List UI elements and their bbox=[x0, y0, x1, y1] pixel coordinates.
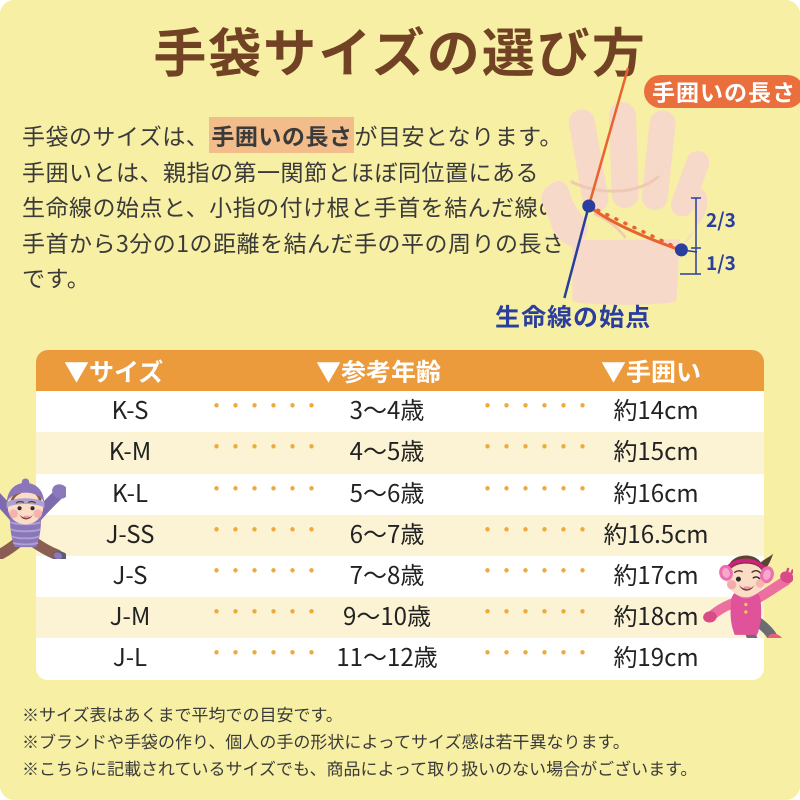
svg-text:1/3: 1/3 bbox=[706, 249, 736, 276]
svg-text:2/3: 2/3 bbox=[706, 206, 736, 233]
